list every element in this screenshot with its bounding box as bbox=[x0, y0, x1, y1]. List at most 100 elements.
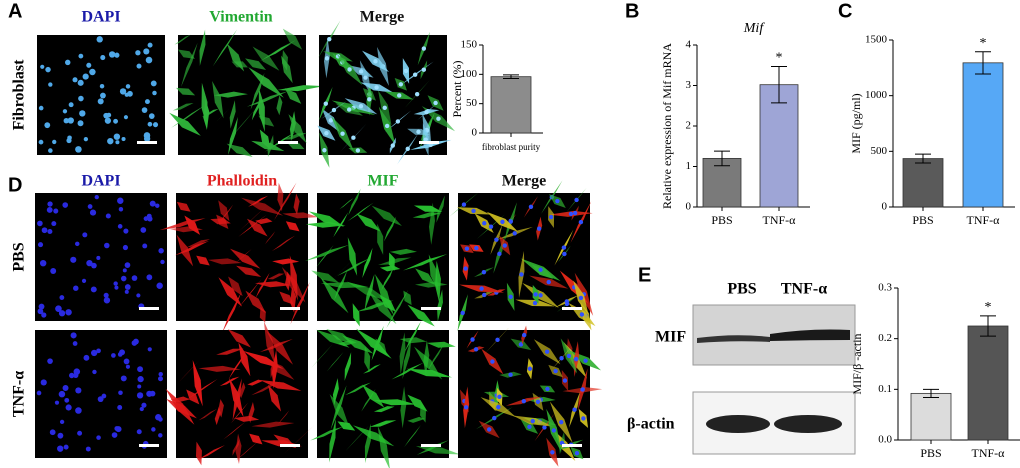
cell bbox=[381, 267, 394, 291]
nucleus bbox=[96, 348, 101, 354]
cell bbox=[436, 195, 445, 223]
micrograph bbox=[35, 193, 167, 321]
nucleus bbox=[150, 80, 157, 87]
cell bbox=[368, 291, 397, 325]
cell bbox=[278, 410, 290, 425]
nucleus bbox=[121, 136, 126, 142]
cell bbox=[258, 115, 275, 127]
nucleus bbox=[581, 416, 586, 421]
nucleus bbox=[40, 379, 47, 386]
nucleus bbox=[323, 101, 329, 106]
nucleus bbox=[91, 262, 97, 269]
nucleus bbox=[347, 107, 352, 112]
nucleus bbox=[158, 417, 163, 422]
cell bbox=[232, 439, 240, 456]
cell bbox=[407, 304, 435, 327]
nucleus bbox=[124, 262, 131, 268]
cell bbox=[177, 49, 195, 59]
nucleus bbox=[123, 358, 130, 365]
nucleus bbox=[65, 309, 72, 316]
nucleus bbox=[464, 246, 470, 251]
cell bbox=[284, 271, 291, 291]
nucleus bbox=[583, 358, 588, 363]
nucleus bbox=[358, 104, 364, 109]
nucleus bbox=[37, 242, 44, 248]
nucleus bbox=[96, 435, 101, 440]
nucleus bbox=[546, 279, 551, 285]
nucleus bbox=[37, 308, 44, 315]
nucleus bbox=[123, 115, 129, 120]
nucleus bbox=[328, 118, 334, 123]
cell bbox=[311, 343, 333, 369]
cell bbox=[372, 399, 417, 406]
nucleus bbox=[38, 105, 44, 111]
cell bbox=[221, 291, 242, 334]
nucleus bbox=[538, 267, 543, 272]
nucleus bbox=[122, 244, 129, 251]
nucleus bbox=[113, 281, 118, 286]
bar bbox=[490, 76, 532, 134]
nucleus bbox=[481, 269, 487, 275]
cell bbox=[356, 300, 394, 312]
nucleus bbox=[47, 201, 53, 207]
nucleus bbox=[41, 227, 48, 234]
nucleus bbox=[59, 419, 65, 425]
cell bbox=[251, 421, 295, 428]
y-tick-label: 0 bbox=[882, 201, 888, 213]
nucleus bbox=[495, 337, 500, 343]
nucleus bbox=[527, 424, 532, 430]
cell bbox=[213, 91, 248, 98]
cell bbox=[233, 415, 260, 422]
y-axis-label: Percent (%) bbox=[450, 61, 464, 118]
cell bbox=[198, 365, 241, 372]
column-label: Vimentin bbox=[209, 9, 273, 26]
nucleus bbox=[553, 368, 558, 374]
cell bbox=[364, 346, 371, 373]
nucleus bbox=[77, 120, 84, 127]
cell bbox=[223, 421, 246, 440]
nucleus bbox=[482, 221, 487, 226]
cell bbox=[407, 416, 425, 423]
nucleus bbox=[535, 399, 541, 405]
scale-bar bbox=[419, 141, 439, 144]
nucleus bbox=[562, 378, 568, 383]
cell bbox=[251, 140, 285, 152]
nucleus bbox=[363, 75, 368, 80]
nucleus bbox=[63, 117, 69, 124]
nucleus bbox=[460, 310, 465, 316]
nucleus bbox=[395, 119, 401, 124]
nucleus bbox=[500, 219, 505, 225]
y-tick-label: 3 bbox=[686, 79, 692, 91]
error-bar bbox=[980, 315, 996, 337]
nucleus bbox=[122, 268, 127, 273]
scale-bar bbox=[421, 307, 441, 310]
nucleus bbox=[83, 137, 89, 142]
blot-band bbox=[706, 415, 770, 433]
nucleus bbox=[143, 132, 151, 139]
cell bbox=[249, 433, 263, 445]
nucleus bbox=[566, 353, 572, 359]
cell bbox=[245, 290, 266, 314]
cell bbox=[266, 330, 294, 365]
cell bbox=[377, 223, 384, 255]
y-tick-label: 150 bbox=[461, 39, 478, 51]
cell bbox=[196, 255, 210, 266]
nucleus bbox=[414, 91, 420, 97]
nucleus bbox=[358, 69, 364, 74]
nucleus bbox=[470, 337, 475, 342]
cell bbox=[415, 446, 461, 455]
nucleus bbox=[519, 272, 524, 277]
nucleus bbox=[147, 42, 153, 48]
cell bbox=[282, 212, 319, 219]
cell bbox=[388, 252, 395, 271]
cell bbox=[389, 248, 417, 255]
nucleus bbox=[137, 384, 142, 389]
nucleus bbox=[479, 286, 484, 291]
nucleus bbox=[494, 237, 499, 242]
nucleus bbox=[38, 303, 45, 310]
nucleus bbox=[101, 393, 107, 399]
cell bbox=[186, 389, 200, 405]
nucleus bbox=[64, 397, 70, 403]
nucleus bbox=[423, 137, 428, 142]
nucleus bbox=[158, 376, 163, 382]
